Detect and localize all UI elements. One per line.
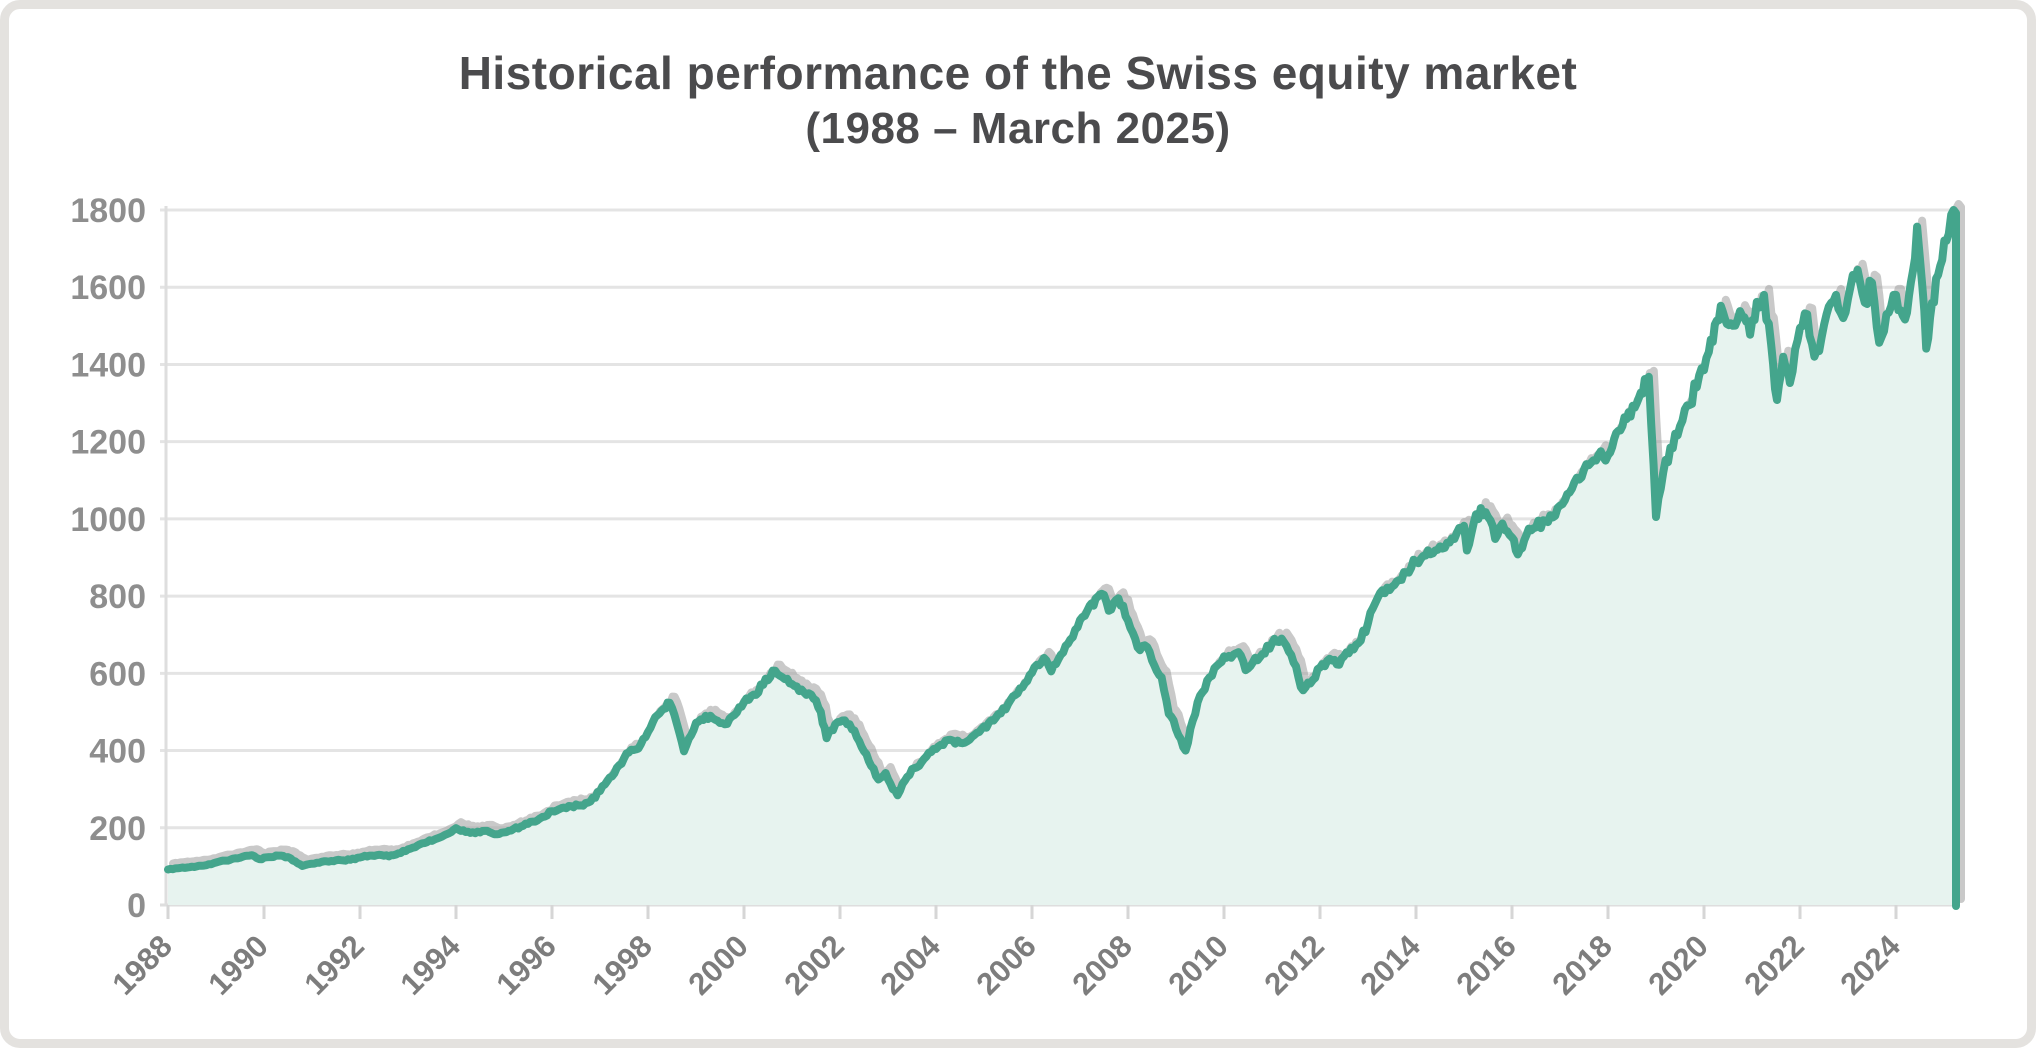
series-area xyxy=(164,200,1965,910)
chart-title: Historical performance of the Swiss equi… xyxy=(458,47,1578,99)
y-axis-label: 0 xyxy=(127,887,146,925)
x-axis-label: 1990 xyxy=(201,928,275,1002)
y-axis-label: 1600 xyxy=(70,269,146,307)
x-axis-label: 2014 xyxy=(1353,928,1427,1002)
x-axis-label: 2002 xyxy=(777,928,851,1002)
y-axis-label: 800 xyxy=(89,578,146,616)
x-axis-label: 2000 xyxy=(681,928,755,1002)
series-line xyxy=(164,206,1960,910)
y-axis-label: 400 xyxy=(89,733,146,771)
chart-subtitle: (1988 – March 2025) xyxy=(805,104,1231,153)
series-fill xyxy=(168,210,1956,905)
x-axis-label: 2008 xyxy=(1065,928,1139,1002)
y-axis: 0 200 400 600 800 1000 1200 1400 1600 1800 xyxy=(70,192,146,925)
x-axis-label: 1992 xyxy=(297,928,371,1002)
x-axis-label: 1994 xyxy=(393,928,467,1002)
y-axis-label: 1800 xyxy=(70,192,146,230)
x-axis-label: 1996 xyxy=(489,928,563,1002)
x-axis: 1988 1990 1992 1994 1996 1998 2000 2002 2004 2006… xyxy=(105,905,1907,1002)
x-axis-label: 2020 xyxy=(1641,928,1715,1002)
x-axis-label: 2012 xyxy=(1257,928,1331,1002)
x-axis-label: 1988 xyxy=(105,928,179,1002)
y-axis-label: 1000 xyxy=(70,501,146,539)
x-axis-label: 2022 xyxy=(1737,928,1811,1002)
y-axis-label: 1200 xyxy=(70,424,146,462)
x-axis-label: 2006 xyxy=(969,928,1043,1002)
x-axis-label: 2024 xyxy=(1833,928,1907,1002)
x-axis-label: 2010 xyxy=(1161,928,1235,1002)
y-axis-label: 200 xyxy=(89,810,146,848)
x-axis-label: 2016 xyxy=(1449,928,1523,1002)
x-axis-label: 1998 xyxy=(585,928,659,1002)
y-axis-label: 1400 xyxy=(70,346,146,384)
x-axis-label: 2004 xyxy=(873,928,947,1002)
y-axis-label: 600 xyxy=(89,655,146,693)
x-axis-label: 2018 xyxy=(1545,928,1619,1002)
